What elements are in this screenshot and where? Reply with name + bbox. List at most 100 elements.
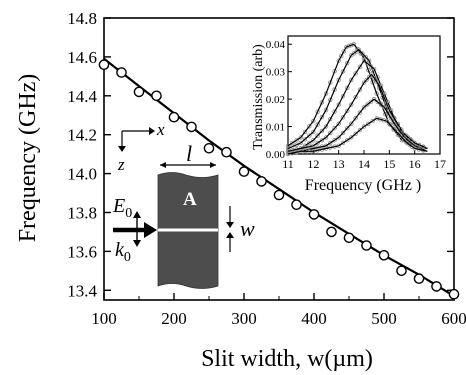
inset-data-marker bbox=[367, 74, 372, 80]
inset-data-marker bbox=[374, 79, 379, 85]
inset-data-marker bbox=[365, 102, 370, 107]
inset-data-marker bbox=[372, 75, 377, 81]
field-label: E0 bbox=[112, 195, 132, 221]
inset-data-marker bbox=[332, 109, 337, 114]
inset-data-marker bbox=[357, 110, 363, 115]
data-point bbox=[291, 199, 302, 210]
main-ytick-label: 13.6 bbox=[67, 242, 97, 261]
inset-data-marker bbox=[336, 77, 341, 83]
inset-data-marker bbox=[311, 129, 316, 135]
main-xtick-label: 300 bbox=[231, 309, 257, 328]
schematic: x z l A w E0 k0 bbox=[112, 120, 255, 289]
main-ytick-label: 14.6 bbox=[67, 48, 97, 67]
inset-data-marker bbox=[370, 118, 375, 124]
inset-data-marker bbox=[345, 85, 350, 90]
inset-data-marker bbox=[328, 140, 333, 146]
inset-data-marker bbox=[323, 135, 329, 140]
inset-data-marker bbox=[336, 102, 341, 107]
inset-data-marker bbox=[294, 137, 299, 143]
inset-data-marker bbox=[345, 108, 350, 113]
data-point bbox=[448, 288, 460, 300]
inset-data-marker bbox=[336, 121, 341, 126]
inset-data-marker bbox=[336, 58, 341, 63]
inset-data-marker bbox=[345, 60, 350, 66]
inset-data-marker bbox=[319, 128, 325, 134]
inset-data-marker bbox=[345, 137, 350, 143]
inset-data-marker bbox=[349, 77, 354, 83]
inset-data-marker bbox=[416, 142, 422, 148]
length-label: l bbox=[186, 141, 192, 166]
data-point bbox=[326, 226, 337, 238]
inset-data-marker bbox=[375, 99, 380, 105]
inset-data-marker bbox=[394, 129, 400, 135]
wave-label-sub: 0 bbox=[124, 250, 131, 265]
data-point bbox=[396, 265, 407, 277]
width-top-arrow-icon bbox=[226, 222, 234, 228]
inset-data-marker bbox=[371, 96, 377, 102]
inset-data-marker bbox=[398, 133, 403, 138]
inset-data-marker bbox=[349, 42, 354, 48]
inset-data-marker bbox=[340, 140, 346, 146]
data-point bbox=[343, 232, 355, 244]
inset-ytick-label: 0.01 bbox=[266, 122, 285, 134]
inset-data-marker bbox=[371, 66, 377, 72]
inset-data-marker bbox=[332, 87, 337, 92]
inset-x-axis-label: Frequency (GHz ) bbox=[305, 177, 421, 194]
main-y-axis-label: Frequency (GHz) bbox=[15, 74, 41, 243]
main-ytick-label: 14.4 bbox=[67, 87, 97, 106]
inset-data-marker bbox=[383, 99, 389, 105]
main-xtick-label: 200 bbox=[161, 309, 187, 328]
inset-data-marker bbox=[341, 49, 346, 54]
inset-data-marker bbox=[392, 121, 397, 126]
inset-data-marker bbox=[349, 135, 354, 140]
field-label-sub: 0 bbox=[125, 206, 132, 221]
inset-data-marker bbox=[336, 135, 341, 140]
inset-data-marker bbox=[366, 121, 371, 126]
inset-data-marker bbox=[365, 61, 370, 66]
inset-data-marker bbox=[345, 125, 350, 131]
inset-ytick-label: 0.04 bbox=[266, 39, 286, 51]
main-points-layer bbox=[98, 59, 460, 300]
inset-data-marker bbox=[332, 68, 337, 74]
inset-data-marker bbox=[307, 133, 312, 138]
inset-ytick-label: 0.03 bbox=[266, 67, 286, 79]
inset-data-marker bbox=[361, 80, 367, 85]
main-xtick-label: 500 bbox=[371, 309, 397, 328]
main-x-axis-label: Slit width, w(µm) bbox=[201, 346, 373, 372]
inset-data-marker bbox=[364, 77, 369, 83]
inset-data-marker bbox=[399, 130, 404, 136]
inset-data-marker bbox=[383, 111, 388, 117]
inset-data-marker bbox=[353, 94, 358, 100]
wave-label-main: k bbox=[115, 239, 125, 261]
main-ytick-labels: 13.4 13.6 13.8 14.0 14.2 14.4 14.6 14.8 bbox=[67, 9, 97, 300]
data-point bbox=[273, 189, 285, 201]
inset-xtick-label: 14 bbox=[358, 157, 370, 171]
data-point bbox=[378, 249, 390, 261]
inset-data-marker bbox=[368, 64, 374, 69]
inset-xtick-label: 15 bbox=[383, 157, 395, 171]
inset-data-marker bbox=[389, 116, 394, 121]
inset-data-marker bbox=[323, 91, 329, 96]
inset-data-marker bbox=[323, 124, 329, 129]
data-point bbox=[133, 86, 145, 98]
data-point bbox=[98, 59, 110, 70]
inset-data-marker bbox=[351, 42, 357, 47]
data-point bbox=[116, 67, 127, 78]
inset-data-marker bbox=[357, 87, 363, 92]
inset-data-marker bbox=[387, 121, 392, 126]
inset-data-marker bbox=[380, 91, 385, 96]
inset-data-marker bbox=[328, 116, 333, 122]
width-bottom-arrow-icon bbox=[226, 232, 234, 238]
inset-data-marker bbox=[302, 129, 308, 135]
inset-data-marker bbox=[353, 131, 358, 136]
inset-data-marker bbox=[298, 135, 303, 140]
inset-data-marker bbox=[377, 83, 382, 88]
inset-ytick-labels: 0.00 0.01 0.02 0.03 0.04 bbox=[266, 39, 286, 161]
schematic-z-label: z bbox=[117, 155, 125, 174]
inset-data-marker bbox=[315, 122, 320, 127]
inset-fit-curve-5 bbox=[287, 117, 428, 155]
inset-ytick-label: 0.02 bbox=[266, 94, 285, 106]
field-down-arrow-icon bbox=[133, 240, 141, 247]
inset-data-marker bbox=[361, 58, 367, 63]
inset-xtick-label: 11 bbox=[282, 157, 294, 171]
